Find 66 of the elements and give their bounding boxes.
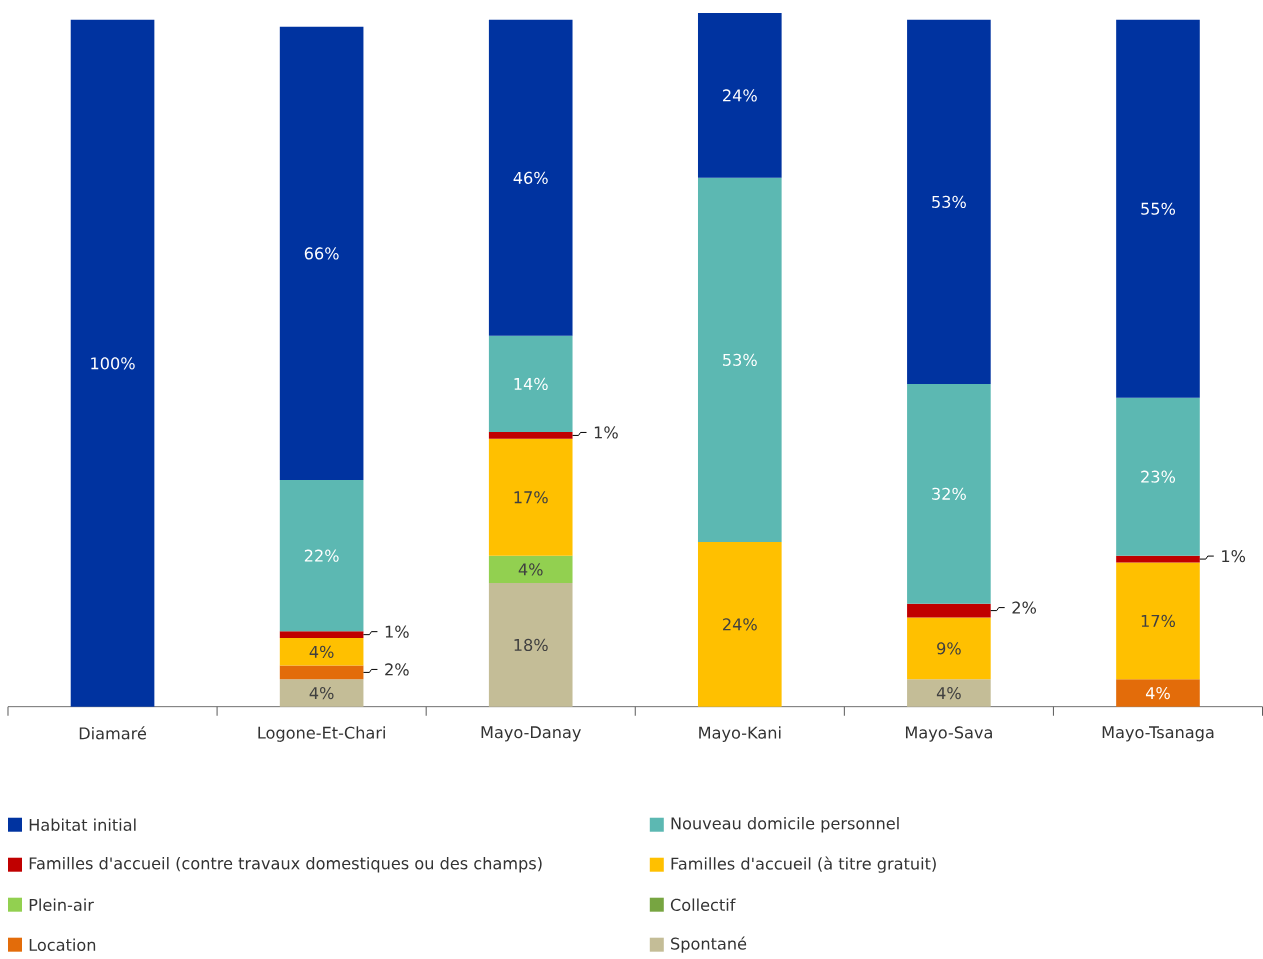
x-tick-label: Mayo-Tsanaga xyxy=(1102,726,1214,742)
x-tick-label: Mayo-Sava xyxy=(905,726,992,742)
bar xyxy=(279,665,364,680)
data-label: 66% xyxy=(304,247,339,260)
data-label: 53% xyxy=(723,353,757,367)
data-label: 32% xyxy=(932,487,966,501)
legend-label: Habitat initial xyxy=(29,818,136,832)
data-label: 4% xyxy=(309,687,334,700)
bar xyxy=(279,631,364,639)
bar xyxy=(697,178,782,543)
legend-label: Spontané xyxy=(671,936,747,953)
bar xyxy=(279,679,364,707)
bar xyxy=(488,555,573,584)
bar xyxy=(907,20,991,385)
data-label: 1% xyxy=(594,426,618,439)
bar xyxy=(279,26,364,481)
data-label: 17% xyxy=(1141,614,1176,628)
data-label: 18% xyxy=(514,639,548,652)
data-label: 4% xyxy=(518,563,543,576)
bar xyxy=(279,638,364,666)
data-label: 55% xyxy=(1141,202,1176,216)
bar xyxy=(279,480,364,632)
bar xyxy=(1116,20,1200,398)
data-label: 2% xyxy=(385,663,409,676)
data-label: 4% xyxy=(936,687,961,700)
bar xyxy=(488,432,573,440)
bar xyxy=(1116,562,1200,680)
bar xyxy=(1116,555,1200,563)
bar xyxy=(907,603,991,618)
bar xyxy=(488,335,573,433)
bar xyxy=(907,679,991,707)
data-label: 4% xyxy=(309,645,334,659)
bar xyxy=(907,617,991,680)
bar xyxy=(70,20,155,707)
bar xyxy=(907,384,991,604)
bar xyxy=(488,439,573,556)
data-label: 14% xyxy=(514,377,548,391)
data-label: 1% xyxy=(385,625,409,638)
data-label: 24% xyxy=(723,618,757,631)
data-label: 4% xyxy=(1145,687,1170,700)
data-label: 53% xyxy=(932,195,966,209)
data-label: 1% xyxy=(1222,550,1246,563)
legend-label: Collectif xyxy=(670,898,736,912)
bar xyxy=(1116,397,1200,556)
bar xyxy=(488,20,573,336)
legend-label: Plein-air xyxy=(29,898,94,912)
data-label: 22% xyxy=(304,549,339,562)
legend-label: Familles d'accueil (contre travaux domestiques ou des champs) xyxy=(29,857,542,873)
legend-label: Familles d'accueil (à titre gratuit) xyxy=(671,856,936,874)
data-label: 100% xyxy=(91,357,135,370)
data-label: 2% xyxy=(1012,601,1036,614)
x-tick-label: Logone-Et-Chari xyxy=(258,726,385,743)
bar xyxy=(1116,679,1200,707)
data-label: 17% xyxy=(514,491,548,504)
legend-label: Location xyxy=(29,938,96,952)
bar xyxy=(488,583,573,707)
legend-label: Nouveau domicile personnel xyxy=(671,817,899,833)
bar xyxy=(697,13,782,178)
data-label: 9% xyxy=(937,642,961,655)
x-tick-label: Diamaré xyxy=(79,726,147,740)
data-label: 46% xyxy=(513,171,548,185)
x-tick-label: Mayo-Kani xyxy=(699,726,781,743)
data-label: 23% xyxy=(1141,470,1176,483)
bar xyxy=(697,542,782,707)
data-label: 24% xyxy=(723,89,757,102)
x-tick-label: Mayo-Danay xyxy=(481,726,581,742)
